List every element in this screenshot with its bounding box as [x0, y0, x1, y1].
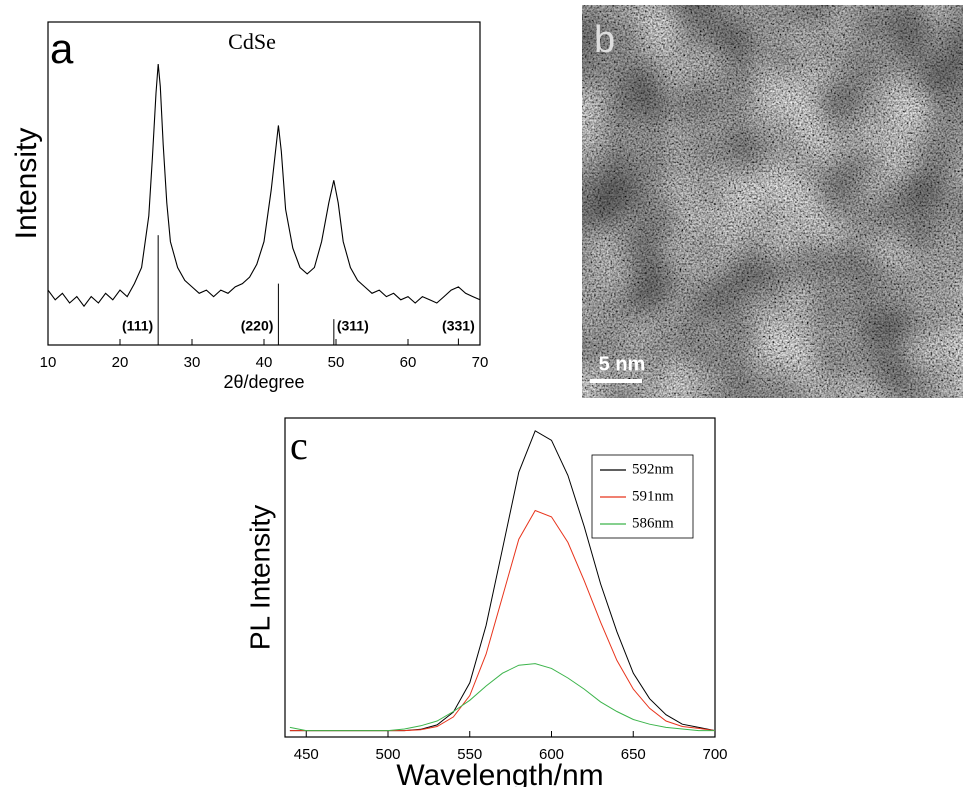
- panel: 450 500 550 600 650 700 Wavelength/nm PL Intens…: [244, 417, 728, 787]
- x-tick-label: 40: [256, 354, 273, 371]
- plot-frame: [47, 21, 481, 346]
- x-tick-label: 30: [184, 354, 201, 371]
- x-tick-label: 600: [539, 746, 564, 763]
- data-line: [289, 663, 715, 732]
- x-axis-label: 2θ/degree: [223, 372, 304, 392]
- reflection-label: (311): [337, 318, 369, 334]
- scale-bar-label: 5 nm: [599, 353, 646, 375]
- panel-label: a: [50, 25, 74, 72]
- reflection-label: (111): [122, 318, 153, 334]
- x-tick-label: 50: [328, 354, 345, 371]
- y-axis-label: Intensity: [10, 128, 43, 240]
- x-tick-label: 70: [472, 354, 489, 371]
- panel-label: b: [594, 19, 615, 61]
- x-tick-label: 10: [40, 354, 57, 371]
- legend-label: 592nm: [632, 461, 674, 477]
- panel: 10 20 30 40 50 60 70 2θ/degree Intensity a CdSe (11…: [10, 21, 489, 392]
- x-tick-label: 550: [457, 746, 482, 763]
- x-tick-label: 500: [375, 746, 400, 763]
- x-tick-label: 60: [400, 354, 417, 371]
- panel-b: b 5 nm: [582, 5, 963, 398]
- reflection-label: (331): [442, 318, 475, 334]
- plot-frame: [284, 417, 716, 738]
- x-axis-label: Wavelength/nm: [396, 759, 603, 787]
- x-tick-label: 650: [621, 746, 646, 763]
- x-tick-label: 700: [702, 746, 727, 763]
- x-tick-label: 20: [112, 354, 129, 371]
- data-line: [289, 509, 716, 732]
- y-axis-label: PL Intensity: [244, 505, 275, 650]
- legend-label: 586nm: [632, 515, 674, 531]
- x-tick-label: 450: [294, 746, 319, 763]
- reflection-label: (220): [241, 318, 274, 334]
- data-line: [47, 63, 481, 308]
- tem-contrast: [582, 5, 963, 398]
- panel-label: c: [290, 423, 308, 468]
- annotation: CdSe: [228, 29, 276, 54]
- legend-label: 591nm: [632, 488, 674, 504]
